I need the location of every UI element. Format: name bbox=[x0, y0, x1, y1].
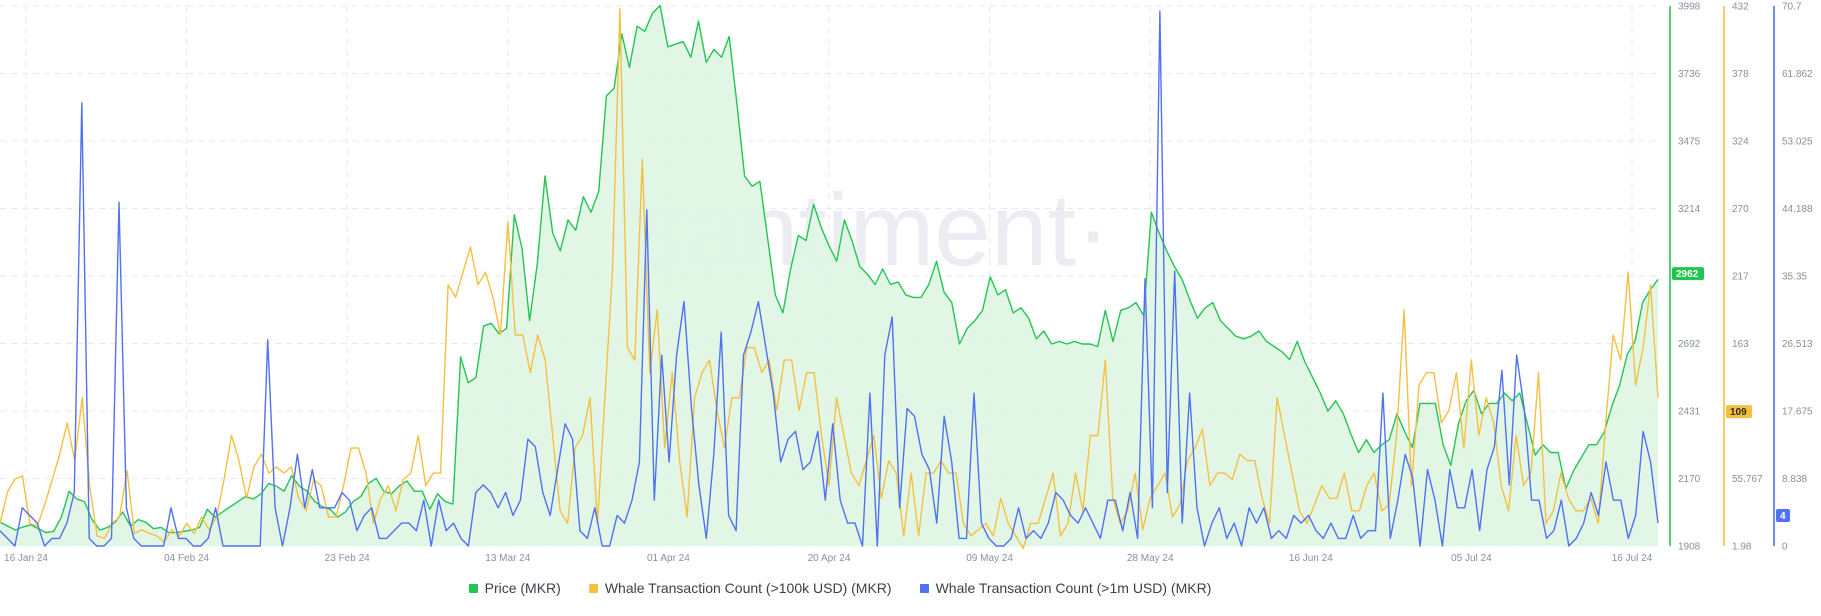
y-tick-label-whale100k: 378 bbox=[1732, 69, 1749, 80]
badge-text-whale100k: 109 bbox=[1730, 407, 1747, 418]
whale-100k-swatch bbox=[588, 583, 598, 593]
y-tick-label-whale100k: 432 bbox=[1732, 2, 1749, 13]
y-tick-label-whale1m: 17.675 bbox=[1782, 407, 1813, 418]
badge-bg-price bbox=[1672, 267, 1704, 281]
y-tick-label-whale1m: 70.7 bbox=[1782, 2, 1802, 13]
x-tick-label: 16 Jan 24 bbox=[4, 553, 48, 564]
y-tick-label-whale100k: 163 bbox=[1732, 339, 1749, 350]
y-tick-label-price: 3214 bbox=[1678, 204, 1701, 215]
x-tick-label: 20 Apr 24 bbox=[808, 553, 851, 564]
price-swatch bbox=[468, 583, 478, 593]
x-tick-label: 23 Feb 24 bbox=[325, 553, 370, 564]
y-tick-label-whale100k: 55.767 bbox=[1732, 474, 1763, 485]
badge-bg-whale100k bbox=[1726, 405, 1752, 419]
y-tick-label-whale100k: 217 bbox=[1732, 272, 1749, 283]
x-tick-label: 16 Jul 24 bbox=[1612, 553, 1653, 564]
legend-item-whale-1m[interactable]: Whale Transaction Count (>1m USD) (MKR) bbox=[919, 580, 1212, 596]
series-layer bbox=[0, 4, 1659, 550]
legend-label-whale-1m: Whale Transaction Count (>1m USD) (MKR) bbox=[935, 580, 1212, 596]
y-tick-label-whale100k: 324 bbox=[1732, 137, 1749, 148]
legend-item-price[interactable]: Price (MKR) bbox=[468, 580, 561, 596]
y-tick-label-whale1m: 35.35 bbox=[1782, 272, 1807, 283]
badge-text-price: 2962 bbox=[1676, 269, 1699, 280]
badge-bg-whale1m bbox=[1776, 508, 1790, 522]
y-tick-label-price: 2692 bbox=[1678, 339, 1701, 350]
y-tick-label-whale1m: 53.025 bbox=[1782, 137, 1813, 148]
x-tick-label: 01 Apr 24 bbox=[647, 553, 690, 564]
y-tick-label-whale100k: 1.98 bbox=[1732, 542, 1752, 553]
current-value-badge-whale1m: 4 bbox=[1776, 508, 1790, 522]
y-tick-label-price: 2170 bbox=[1678, 474, 1701, 485]
legend: Price (MKR) Whale Transaction Count (>10… bbox=[0, 580, 1680, 596]
y-tick-label-price: 1908 bbox=[1678, 542, 1701, 553]
y-tick-label-whale100k: 270 bbox=[1732, 204, 1749, 215]
y-tick-label-price: 2431 bbox=[1678, 407, 1701, 418]
x-axis: 16 Jan 24 04 Feb 24 23 Feb 24 13 Mar 24 01 A… bbox=[4, 553, 1653, 564]
y-tick-label-whale1m: 8.838 bbox=[1782, 474, 1807, 485]
series-line-whale100k bbox=[0, 7, 1659, 550]
current-value-badge-whale100k: 109 bbox=[1726, 405, 1752, 419]
y-tick-label-whale1m: 0 bbox=[1782, 542, 1788, 553]
current-value-badge-price: 2962 bbox=[1672, 267, 1704, 281]
y-tick-label-whale1m: 44.188 bbox=[1782, 204, 1813, 215]
x-tick-label: 09 May 24 bbox=[966, 553, 1013, 564]
y-tick-label-price: 3998 bbox=[1678, 2, 1701, 13]
y-tick-label-whale1m: 26.513 bbox=[1782, 339, 1813, 350]
x-tick-label: 04 Feb 24 bbox=[164, 553, 209, 564]
series-line-whale1m bbox=[0, 10, 1659, 547]
y-tick-label-price: 3475 bbox=[1678, 137, 1701, 148]
x-tick-label: 05 Jul 24 bbox=[1451, 553, 1492, 564]
x-tick-label: 13 Mar 24 bbox=[485, 553, 530, 564]
price-area bbox=[0, 5, 1658, 546]
x-tick-label: 16 Jun 24 bbox=[1289, 553, 1333, 564]
x-tick-label: 28 May 24 bbox=[1127, 553, 1174, 564]
legend-item-whale-100k[interactable]: Whale Transaction Count (>100k USD) (MKR… bbox=[588, 580, 892, 596]
y-tick-label-price: 3736 bbox=[1678, 69, 1701, 80]
whale-1m-swatch bbox=[919, 583, 929, 593]
legend-label-whale-100k: Whale Transaction Count (>100k USD) (MKR… bbox=[604, 580, 892, 596]
axes-layer: 3998373634753214296226922431217019084323… bbox=[1669, 2, 1813, 553]
legend-label-price: Price (MKR) bbox=[484, 580, 561, 596]
badge-text-whale1m: 4 bbox=[1780, 511, 1786, 522]
y-tick-label-whale1m: 61.862 bbox=[1782, 69, 1813, 80]
series-line-price bbox=[0, 4, 1659, 534]
chart-svg: ·santiment· 3998373634753214296226922431… bbox=[0, 2, 1813, 564]
